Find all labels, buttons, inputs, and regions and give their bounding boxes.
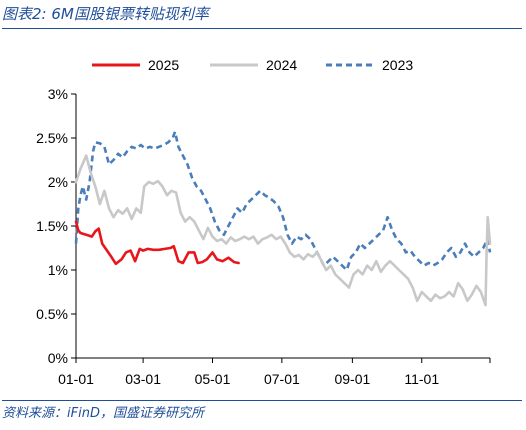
title-rule bbox=[2, 28, 522, 29]
series-2023-line bbox=[74, 130, 492, 272]
series-2024-line bbox=[74, 154, 492, 307]
legend-label-2024: 2024 bbox=[266, 57, 297, 73]
line-chart: 2025 2024 2023 0%0.5%1%1.5%2%2.5%3% 01-01 0… bbox=[36, 57, 492, 387]
source-rule bbox=[2, 400, 522, 401]
series-layer bbox=[74, 130, 492, 307]
x-tick-label: 11-01 bbox=[404, 371, 439, 387]
source-note: 资料来源：iFinD，国盛证券研究所 bbox=[2, 406, 204, 421]
x-tick-label: 03-01 bbox=[125, 371, 161, 387]
x-tick-label: 01-01 bbox=[58, 371, 94, 387]
y-tick-label: 1.5% bbox=[36, 218, 68, 234]
x-tick-label: 07-01 bbox=[264, 371, 300, 387]
chart-legend: 2025 2024 2023 bbox=[92, 57, 413, 73]
legend-label-2025: 2025 bbox=[148, 57, 179, 73]
y-tick-label: 2.5% bbox=[36, 130, 68, 146]
y-tick-label: 2% bbox=[48, 174, 68, 190]
series-2025-line bbox=[74, 220, 240, 266]
figure-title: 图表2: 6M国股银票转贴现利率 bbox=[2, 5, 209, 23]
y-tick-label: 1% bbox=[48, 262, 68, 278]
y-axis: 0% 0.5% 1% 1.5% 2% 2.5% 3% bbox=[36, 86, 77, 366]
legend-label-2023: 2023 bbox=[382, 57, 413, 73]
x-axis: 01-01 03-01 05-01 07-01 09-01 11-01 bbox=[58, 357, 491, 387]
x-tick-label: 05-01 bbox=[195, 371, 231, 387]
y-tick-label: 0% bbox=[48, 350, 68, 366]
x-tick-label: 09-01 bbox=[334, 371, 370, 387]
y-tick-label: 0.5% bbox=[36, 306, 68, 322]
y-tick-label: 3% bbox=[48, 86, 68, 102]
